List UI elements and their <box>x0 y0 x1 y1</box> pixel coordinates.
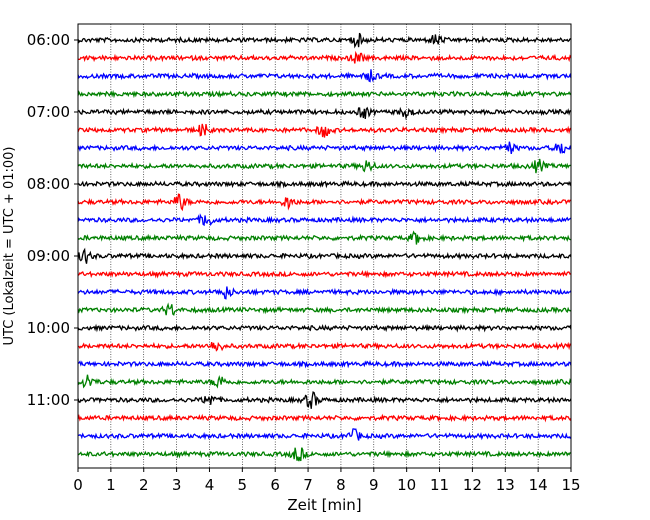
trace-1015 <box>77 341 572 352</box>
trace-0700 <box>77 106 572 121</box>
y-tick-label-2: 08:00 <box>27 175 70 193</box>
x-axis-label: Zeit [min] <box>287 496 361 514</box>
y-tick-label-5: 11:00 <box>27 391 70 409</box>
x-tick-label-12: 12 <box>463 476 482 494</box>
trace-0600 <box>77 32 572 49</box>
trace-1000 <box>77 323 572 333</box>
trace-0615 <box>77 50 572 64</box>
trace-1145 <box>77 447 572 462</box>
y-tick-label-0: 06:00 <box>27 31 70 49</box>
trace-0645 <box>77 89 572 99</box>
trace-0845 <box>77 230 572 245</box>
y-axis: 06:00 07:00 08:00 09:00 10:00 11:00 <box>27 31 78 409</box>
x-tick-label-7: 7 <box>303 476 313 494</box>
trace-1130 <box>77 428 572 441</box>
y-tick-label-4: 10:00 <box>27 319 70 337</box>
plot-frame <box>77 23 572 469</box>
x-tick-label-3: 3 <box>172 476 182 494</box>
trace-0630 <box>77 69 572 83</box>
x-tick-label-15: 15 <box>561 476 580 494</box>
plot-background <box>78 24 571 468</box>
y-axis-label: UTC (Lokalzeit = UTC + 01:00) <box>2 147 17 346</box>
traces-group <box>77 32 572 462</box>
trace-0930 <box>77 286 572 300</box>
trace-0915 <box>77 269 572 279</box>
trace-0800 <box>77 179 572 189</box>
x-tick-label-5: 5 <box>238 476 248 494</box>
x-tick-label-11: 11 <box>430 476 449 494</box>
trace-0815 <box>77 193 572 212</box>
x-tick-label-13: 13 <box>496 476 515 494</box>
x-tick-label-2: 2 <box>139 476 149 494</box>
trace-0745 <box>77 158 572 174</box>
x-tick-label-9: 9 <box>369 476 379 494</box>
trace-0900 <box>77 247 572 264</box>
x-tick-label-8: 8 <box>336 476 346 494</box>
x-tick-label-10: 10 <box>397 476 416 494</box>
trace-0945 <box>77 302 572 316</box>
trace-0730 <box>77 141 572 154</box>
trace-1030 <box>77 359 572 369</box>
trace-0830 <box>77 213 572 227</box>
y-tick-label-1: 07:00 <box>27 103 70 121</box>
trace-1045 <box>77 374 572 389</box>
trace-1100 <box>77 391 572 409</box>
x-tick-label-0: 0 <box>73 476 83 494</box>
grid-lines <box>110 24 539 468</box>
x-tick-label-14: 14 <box>529 476 548 494</box>
trace-1115 <box>77 413 572 423</box>
trace-0715 <box>77 123 572 138</box>
x-axis: 0 1 2 3 4 5 6 7 8 9 10 11 12 13 14 15 <box>73 468 581 494</box>
x-tick-label-4: 4 <box>205 476 215 494</box>
x-tick-label-6: 6 <box>270 476 280 494</box>
y-tick-label-3: 09:00 <box>27 247 70 265</box>
x-tick-label-1: 1 <box>106 476 116 494</box>
